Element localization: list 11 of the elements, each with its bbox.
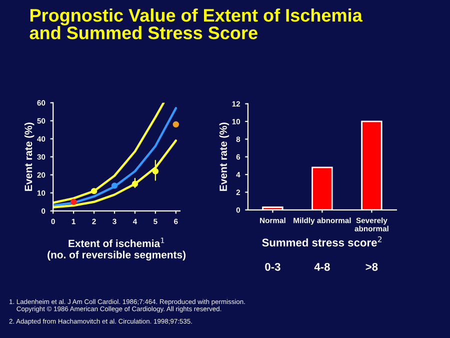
y-axis-title: Event rate (%) <box>219 122 230 191</box>
x-axis-title: Extent of ischemia$^{1}$ (no. of reversible segments) <box>48 238 186 261</box>
chart-title: Prognostic Value of Extent of Ischemia and Summed Stress Score <box>30 8 362 40</box>
text: 4-8 <box>314 262 330 271</box>
text: >8 <box>366 262 378 271</box>
text: 0-3 <box>265 262 280 271</box>
line-series <box>53 107 178 207</box>
line-series <box>53 140 178 208</box>
y-axis-title: Event rate (%) <box>24 122 34 191</box>
x-axis-title: Summed stress score$^{2}$ <box>262 236 382 247</box>
line-series <box>53 102 165 204</box>
